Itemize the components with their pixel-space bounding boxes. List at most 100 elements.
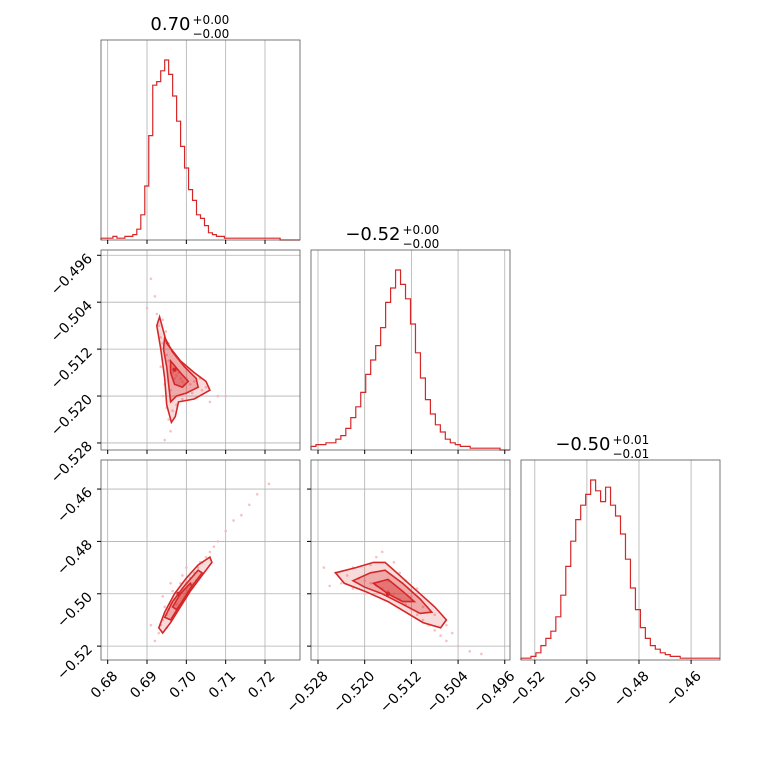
sample-point [224,529,227,533]
hist-panel-0: 0.70 +0.00−0.00 [100,13,301,244]
density-contour [162,334,200,404]
sample-point [204,555,208,559]
x-tick-label: 0.71 [206,668,239,701]
x-tick-label: −0.48 [611,668,653,710]
x-tick-label: −0.528 [284,668,332,716]
panel-contents [322,550,483,656]
sample-point [433,629,437,632]
sample-point [167,418,170,421]
gridlines [101,250,300,450]
sample-point [392,592,396,596]
sample-point [161,318,165,322]
sample-point [369,563,372,567]
x-tick-label: 0.68 [88,668,121,701]
sample-point [179,377,182,380]
sample-point [185,566,188,569]
scatter-panel-1: 0.68 0.69 0.70 0.71 0.72 −0.52 −0.50 −0.48 −0.46 [54,459,301,702]
sample-point [480,652,483,656]
sample-point [157,631,161,635]
scatter-panel-2: −0.528−0.520−0.512−0.504−0.496 [284,459,518,716]
histogram-step-line [100,59,300,241]
panel-title-value: 0.70 [150,14,190,35]
histogram-step-line [520,479,720,660]
sample-point [163,605,167,609]
sample-point [169,429,172,433]
sample-point [188,383,192,386]
panel-title-value: −0.50 [555,434,610,455]
x-tick-label: −0.520 [330,668,378,716]
x-tick-label: −0.504 [424,668,472,716]
x-tick-label: 0.72 [245,668,278,701]
sample-point [149,623,153,627]
gridlines [107,40,266,240]
sample-point [267,482,271,486]
sample-point [456,644,460,648]
gridlines [534,460,692,660]
sample-point [159,336,163,339]
sample-point [196,566,200,569]
panel-frame [100,249,301,451]
density-peak [176,591,181,596]
sample-point [216,394,220,398]
sample-point [468,650,472,653]
y-tick-label: −0.48 [54,537,96,579]
sample-point [392,561,396,564]
y-tick-label: −0.520 [48,392,96,440]
panel-frame [100,459,301,661]
density-contour [351,569,434,615]
panel-title-minus: −0.00 [403,237,440,251]
sample-point [157,324,161,327]
panel-title-minus: −0.00 [193,27,230,41]
sample-point [224,394,227,398]
sample-point [240,513,243,517]
panel-title-plus: +0.01 [613,433,650,447]
y-tick-label: −0.512 [48,345,96,393]
panels-layer: 0.70 +0.00−0.00−0.52 +0.00−0.00−0.52 −0.50−… [48,13,721,716]
sample-point [450,631,454,635]
sample-point [398,571,402,575]
panel-title-minus: −0.01 [613,447,650,461]
sample-point [181,397,184,401]
sample-point [149,277,153,281]
x-tick-label: −0.512 [377,668,425,716]
sample-point [165,353,168,357]
gridlines [311,460,510,660]
sample-point [181,380,184,383]
sample-point [255,492,259,496]
sample-point [167,359,170,363]
panel-title-value: −0.52 [345,224,400,245]
sample-point [153,639,157,643]
y-tick-label: −0.504 [48,298,96,346]
x-tick-label: −0.46 [663,668,705,710]
sample-point [380,550,384,554]
sample-point [192,380,196,383]
x-tick-label: 0.70 [167,668,200,701]
gridlines [317,250,506,450]
panel-frame [520,459,721,661]
sample-point [247,503,251,507]
sample-point [421,605,425,609]
sample-point [161,595,165,598]
density-peak [172,367,177,372]
sample-point [445,639,448,643]
sample-point [208,400,212,404]
sample-point [175,602,178,606]
y-tick-label: −0.528 [48,438,96,486]
sample-point [328,584,331,588]
sample-point [340,581,343,585]
sample-point [232,519,235,522]
sample-point [171,409,174,413]
sample-point [161,394,165,398]
sample-point [153,295,157,298]
panel-contents [149,482,271,643]
sample-point [421,618,425,622]
sample-point [208,550,212,554]
sample-point [375,555,378,559]
sample-point [369,581,372,585]
sample-point [322,566,326,569]
x-tick-label: 0.69 [127,668,160,701]
sample-point [410,595,413,598]
histogram-step-line [310,269,510,451]
sample-point [173,377,176,380]
sample-point [175,374,178,377]
